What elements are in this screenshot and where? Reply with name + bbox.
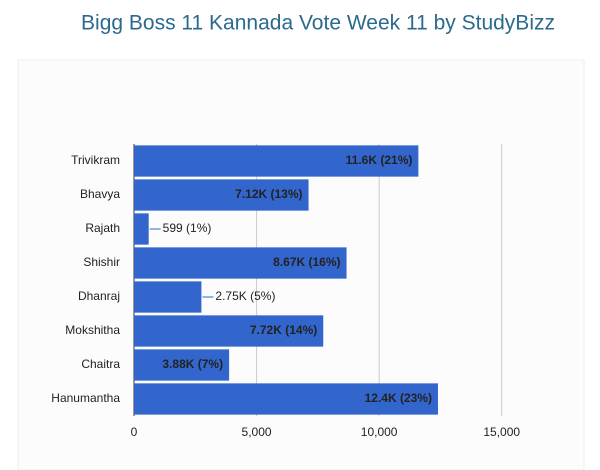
chart-title: Bigg Boss 11 Kannada Vote Week 11 by Stu… [81, 12, 555, 35]
y-tick-label: Rajath [85, 221, 120, 235]
y-tick-label: Bhavya [80, 187, 120, 201]
y-tick-label: Chaitra [81, 357, 120, 371]
y-tick-label: Dhanraj [78, 289, 120, 303]
x-tick-label: 0 [131, 425, 138, 439]
data-label: 2.75K (5%) [215, 289, 275, 303]
y-tick-label: Shishir [83, 255, 120, 269]
bar [134, 213, 149, 245]
bar [134, 383, 438, 415]
data-label: 12.4K (23%) [365, 391, 432, 405]
data-label: 7.12K (13%) [235, 187, 302, 201]
y-tick-label: Trivikram [71, 153, 120, 167]
data-label: 599 (1%) [163, 221, 212, 235]
bar [134, 315, 324, 347]
data-label: 11.6K (21%) [346, 153, 413, 167]
data-label: 8.67K (16%) [273, 255, 340, 269]
x-tick-label: 15,000 [483, 425, 520, 439]
x-tick-label: 5,000 [242, 425, 272, 439]
data-label: 3.88K (7%) [162, 357, 223, 371]
y-tick-label: Hanumantha [51, 391, 120, 405]
bar [134, 349, 230, 381]
data-label: 7.72K (14%) [250, 323, 317, 337]
bar [134, 145, 419, 177]
x-tick-label: 10,000 [361, 425, 398, 439]
bar [134, 281, 202, 313]
bar [134, 179, 309, 211]
y-tick-label: Mokshitha [65, 323, 120, 337]
bar [134, 247, 347, 279]
